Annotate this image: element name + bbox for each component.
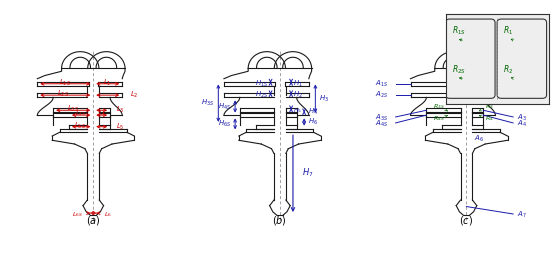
Text: $A_{1S}$: $A_{1S}$ [375,79,388,89]
Text: $A_2$: $A_2$ [517,90,527,100]
Text: $A_6$: $A_6$ [474,134,484,144]
Text: $H_{2S}$: $H_{2S}$ [255,90,268,100]
Text: $H_7$: $H_7$ [302,167,314,179]
Text: $R_4$: $R_4$ [480,114,494,123]
Text: $A_1$: $A_1$ [517,79,527,89]
Text: $R_1$: $R_1$ [504,25,514,37]
Text: $L_6$: $L_6$ [104,210,111,219]
Text: $R_{4S}$: $R_{4S}$ [433,114,447,123]
Text: $H_5$: $H_5$ [293,106,302,115]
Text: $(c)$: $(c)$ [460,214,473,227]
Text: $H_{4S}$: $H_{4S}$ [218,102,231,112]
Text: $L_{1S}$: $L_{1S}$ [60,77,71,88]
Text: $L_3$: $L_3$ [116,105,124,115]
Text: $A_3$: $A_3$ [517,113,527,123]
Text: $R_5$: $R_5$ [488,65,510,78]
Text: $A_4$: $A_4$ [517,119,527,129]
Text: $(b)$: $(b)$ [272,214,287,227]
Text: $L_{3S}$: $L_{3S}$ [67,104,79,114]
Text: $L_{5S}$: $L_{5S}$ [74,120,86,131]
Text: $L_1$: $L_1$ [103,77,111,88]
Text: $H_4$: $H_4$ [308,107,318,117]
Text: $L_{4S}$: $L_{4S}$ [75,109,86,118]
Text: $L_2$: $L_2$ [130,90,138,100]
Text: $H_6$: $H_6$ [308,117,318,127]
Text: $H_3$: $H_3$ [319,93,329,104]
Text: $R_{1S}$: $R_{1S}$ [452,25,466,37]
Text: $A_{2S}$: $A_{2S}$ [375,90,388,100]
Text: $L_{6S}$: $L_{6S}$ [72,210,83,219]
Text: $L_{2S}$: $L_{2S}$ [57,89,70,99]
Text: $H_{3S}$: $H_{3S}$ [201,98,214,108]
Text: $(a)$: $(a)$ [86,214,101,227]
Text: $H_1$: $H_1$ [293,79,303,89]
Text: $H_2$: $H_2$ [293,90,303,100]
Text: $R_{2S}$: $R_{2S}$ [452,63,466,76]
Text: $A_{3S}$: $A_{3S}$ [375,113,388,123]
Text: $L_4$: $L_4$ [97,109,106,118]
Text: $A_7$: $A_7$ [517,210,527,220]
Text: $R_{3S}$: $R_{3S}$ [433,102,447,111]
Text: $H_{1S}$: $H_{1S}$ [255,79,268,89]
Text: $H_{6S}$: $H_{6S}$ [218,119,231,129]
Text: $L_5$: $L_5$ [116,121,124,132]
Text: $A_{4S}$: $A_{4S}$ [375,119,388,129]
Text: $R_3$: $R_3$ [480,102,494,111]
Text: $R_2$: $R_2$ [504,63,514,76]
